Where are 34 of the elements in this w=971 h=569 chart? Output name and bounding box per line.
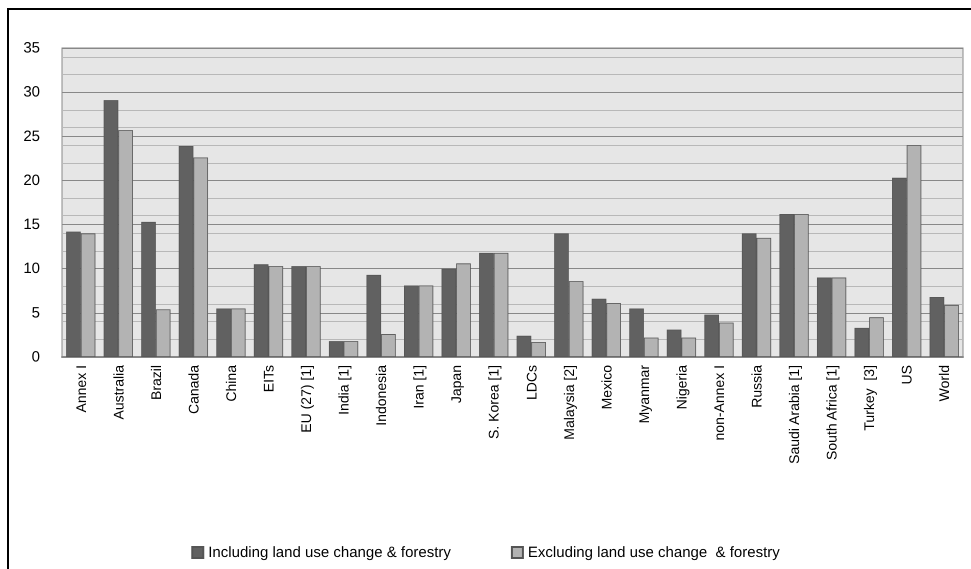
x-tick-label: Myanmar (636, 364, 652, 424)
y-tick-label: 20 (23, 172, 40, 189)
x-tick-label: Annex I (72, 365, 89, 412)
x-tick-label: Malaysia [2] (560, 365, 577, 440)
y-tick-label: 30 (23, 84, 40, 101)
x-tick-label: Saudi Arabia [1] (786, 365, 802, 464)
y-tick-label: 10 (23, 260, 40, 278)
x-tick-label: Russia (748, 364, 765, 408)
y-tick-label: 35 (23, 40, 40, 56)
x-tick-label: Japan (448, 365, 464, 404)
y-tick-label: 0 (32, 348, 40, 366)
x-tick-label: Mexico (598, 364, 614, 410)
x-tick-label: China (222, 364, 239, 402)
x-tick-label: Indonesia (373, 364, 390, 426)
x-tick-label: Australia (110, 364, 126, 420)
x-tick-label: Turkey [3] (861, 365, 878, 431)
x-tick-label: non-Annex I (710, 365, 727, 440)
x-tick-label: EU (27) [1] (298, 365, 314, 433)
x-tick-label: Canada (185, 364, 202, 414)
x-tick-label: Iran [1] (410, 365, 427, 409)
y-tick-label: 5 (32, 304, 40, 322)
legend-label: Including land use change & forestry (208, 544, 452, 561)
y-tick-label: 15 (23, 216, 40, 234)
x-tick-label: S. Korea [1] (486, 365, 502, 439)
x-tick-label: Nigeria (673, 364, 690, 410)
x-tick-label: World (936, 365, 952, 402)
x-tick-label: Brazil (148, 365, 164, 400)
x-tick-label: South Africa [1] (824, 365, 840, 460)
legend-label: Excluding land use change & forestry (528, 544, 780, 561)
x-tick-label: India [1] (336, 365, 352, 415)
y-tick-label: 25 (23, 128, 40, 145)
x-tick-label: LDCs (523, 365, 540, 400)
x-tick-label: EITs (260, 365, 276, 392)
x-tick-label: US (898, 365, 915, 384)
